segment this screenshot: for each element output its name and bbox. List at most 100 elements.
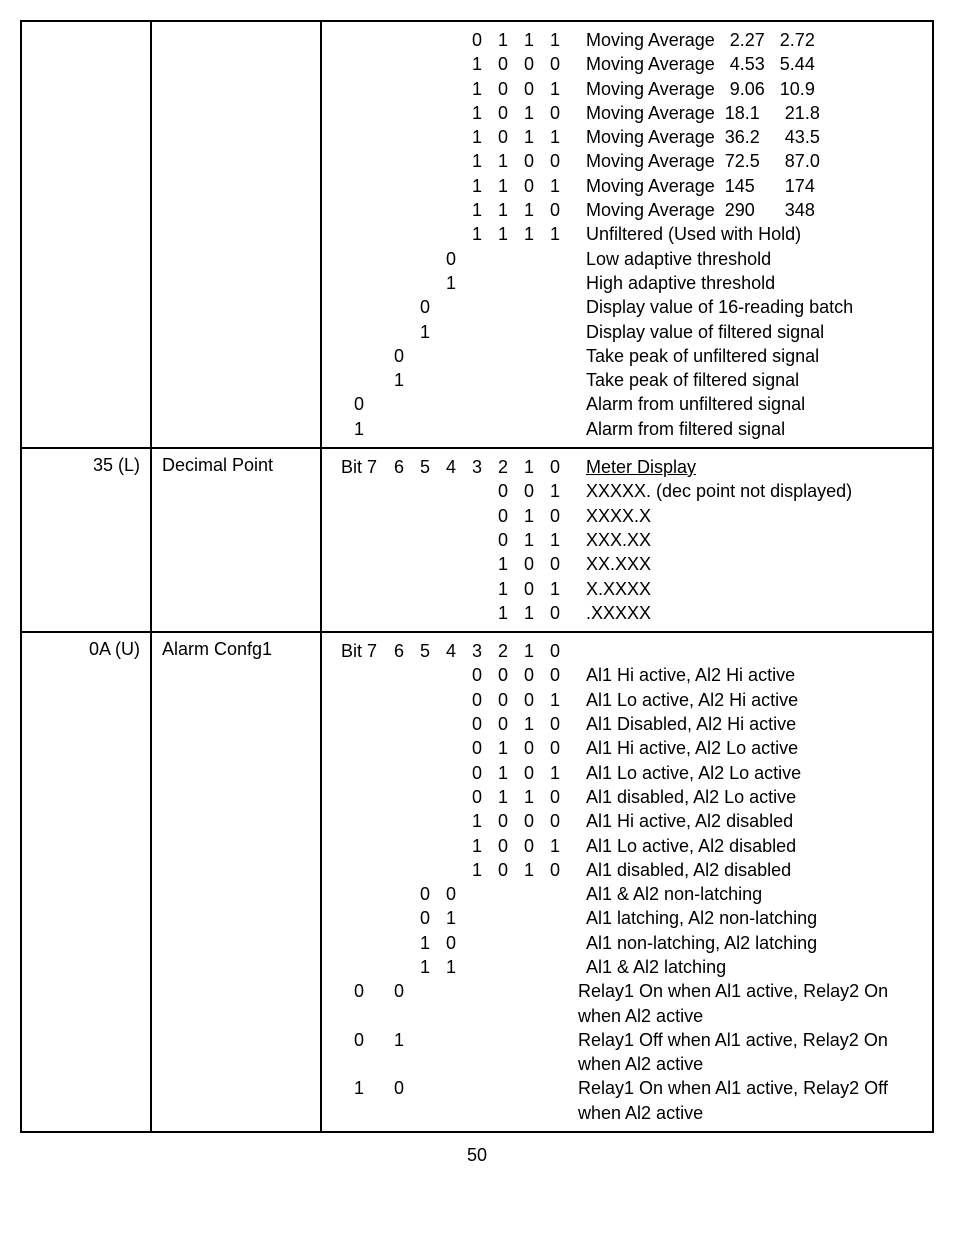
bit-cell: [412, 809, 438, 833]
data-row: 1010Al1 disabled, Al2 disabled: [332, 858, 922, 882]
bit-cell: [438, 52, 464, 76]
bit-cell: 1: [490, 149, 516, 173]
page-number: 50: [20, 1145, 934, 1166]
section3-name: Alarm Confg1: [152, 633, 322, 1131]
row-description: Relay1 On when Al1 active, Relay2 On whe…: [568, 979, 922, 1028]
row-description: XXXXX. (dec point not displayed): [568, 479, 852, 503]
data-row: 011XXX.XX: [332, 528, 922, 552]
bit-cell: [412, 688, 438, 712]
bit-cell: 3: [464, 455, 490, 479]
bit-cell: 1: [412, 955, 438, 979]
bit-cell: 0: [516, 174, 542, 198]
bit-cell: 1: [386, 1028, 412, 1052]
bit-cell: [516, 882, 542, 906]
bit-cell: [386, 417, 412, 441]
bit-cell: 0: [490, 663, 516, 687]
row-description: X.XXXX: [568, 577, 651, 601]
bit-columns: 1000: [332, 809, 568, 833]
bit-cell: [386, 858, 412, 882]
bit-cell: [464, 1076, 490, 1100]
bit-cell: [412, 368, 438, 392]
bit-cell: [542, 344, 568, 368]
bit-cell: 1: [516, 222, 542, 246]
bit-cell: [332, 552, 386, 576]
bit-cell: [332, 882, 386, 906]
bit-cell: 0: [542, 712, 568, 736]
bit-cell: [386, 577, 412, 601]
bit-cell: 1: [542, 761, 568, 785]
bit-cell: [438, 392, 464, 416]
bit-cell: [438, 125, 464, 149]
bit-cell: 1: [542, 125, 568, 149]
section1-label: [22, 22, 152, 447]
bit-cell: [386, 785, 412, 809]
bit-cell: 1: [464, 858, 490, 882]
bit-columns: 01: [332, 1028, 568, 1052]
bit-cell: 0: [412, 295, 438, 319]
bit-cell: [332, 320, 386, 344]
bit-cell: [332, 52, 386, 76]
bit-cell: [386, 101, 412, 125]
bit-cell: 1: [464, 198, 490, 222]
data-row: 1010Moving Average 18.1 21.8: [332, 101, 922, 125]
bit-cell: 1: [542, 222, 568, 246]
bit-cell: 0: [542, 601, 568, 625]
data-row: 0100Al1 Hi active, Al2 Lo active: [332, 736, 922, 760]
bit-cell: [516, 320, 542, 344]
section3-label: 0A (U): [22, 633, 152, 1131]
row-description: Moving Average 36.2 43.5: [568, 125, 820, 149]
bit-cell: 0: [542, 198, 568, 222]
bit-cell: [516, 295, 542, 319]
bit-cell: 0: [516, 834, 542, 858]
bit-cell: 1: [438, 906, 464, 930]
bit-cell: [412, 834, 438, 858]
bit-cell: [464, 479, 490, 503]
bit-cell: [516, 247, 542, 271]
bit-cell: [386, 125, 412, 149]
bit-cell: [332, 809, 386, 833]
bit-cell: 2: [490, 639, 516, 663]
bit-cell: [464, 528, 490, 552]
bit-cell: 0: [516, 688, 542, 712]
bit-cell: 1: [542, 577, 568, 601]
bit-cell: [490, 368, 516, 392]
bit-cell: [516, 271, 542, 295]
bit-cell: [438, 601, 464, 625]
bit-cell: 1: [464, 834, 490, 858]
bit-cell: 1: [516, 785, 542, 809]
bit-cell: [332, 271, 386, 295]
bit-cell: [386, 955, 412, 979]
bit-cell: 1: [464, 125, 490, 149]
bit-cell: 0: [464, 28, 490, 52]
data-row: 1111Unfiltered (Used with Hold): [332, 222, 922, 246]
bit-cell: [438, 479, 464, 503]
row-description: Alarm from unfiltered signal: [568, 392, 805, 416]
bit-cell: 0: [542, 809, 568, 833]
row-description: Relay1 Off when Al1 active, Relay2 On wh…: [568, 1028, 922, 1077]
bit-cell: 0: [490, 101, 516, 125]
bit-cell: 0: [386, 344, 412, 368]
data-row: 10Relay1 On when Al1 active, Relay2 Off …: [332, 1076, 922, 1125]
bit-columns: 1: [332, 368, 568, 392]
bit-columns: 1011: [332, 125, 568, 149]
bit-cell: [516, 392, 542, 416]
bit-cell: [332, 77, 386, 101]
data-row: Bit 76543210: [332, 639, 922, 663]
bit-cell: [438, 663, 464, 687]
bit-cell: Bit 7: [332, 639, 386, 663]
bit-cell: 0: [464, 761, 490, 785]
data-row: 0110Al1 disabled, Al2 Lo active: [332, 785, 922, 809]
row-description: Al1 latching, Al2 non-latching: [568, 906, 817, 930]
bit-cell: [438, 28, 464, 52]
bit-columns: 00: [332, 979, 568, 1003]
bit-cell: 1: [464, 149, 490, 173]
bit-cell: 0: [386, 979, 412, 1003]
bit-cell: [412, 712, 438, 736]
section-3: 0A (U) Alarm Confg1 Bit 765432100000Al1 …: [22, 633, 932, 1131]
bit-columns: 0: [332, 295, 568, 319]
bit-cell: [332, 761, 386, 785]
bit-columns: Bit 76543210: [332, 455, 568, 479]
bit-cell: [438, 761, 464, 785]
bit-cell: [412, 149, 438, 173]
data-row: 1000Moving Average 4.53 5.44: [332, 52, 922, 76]
